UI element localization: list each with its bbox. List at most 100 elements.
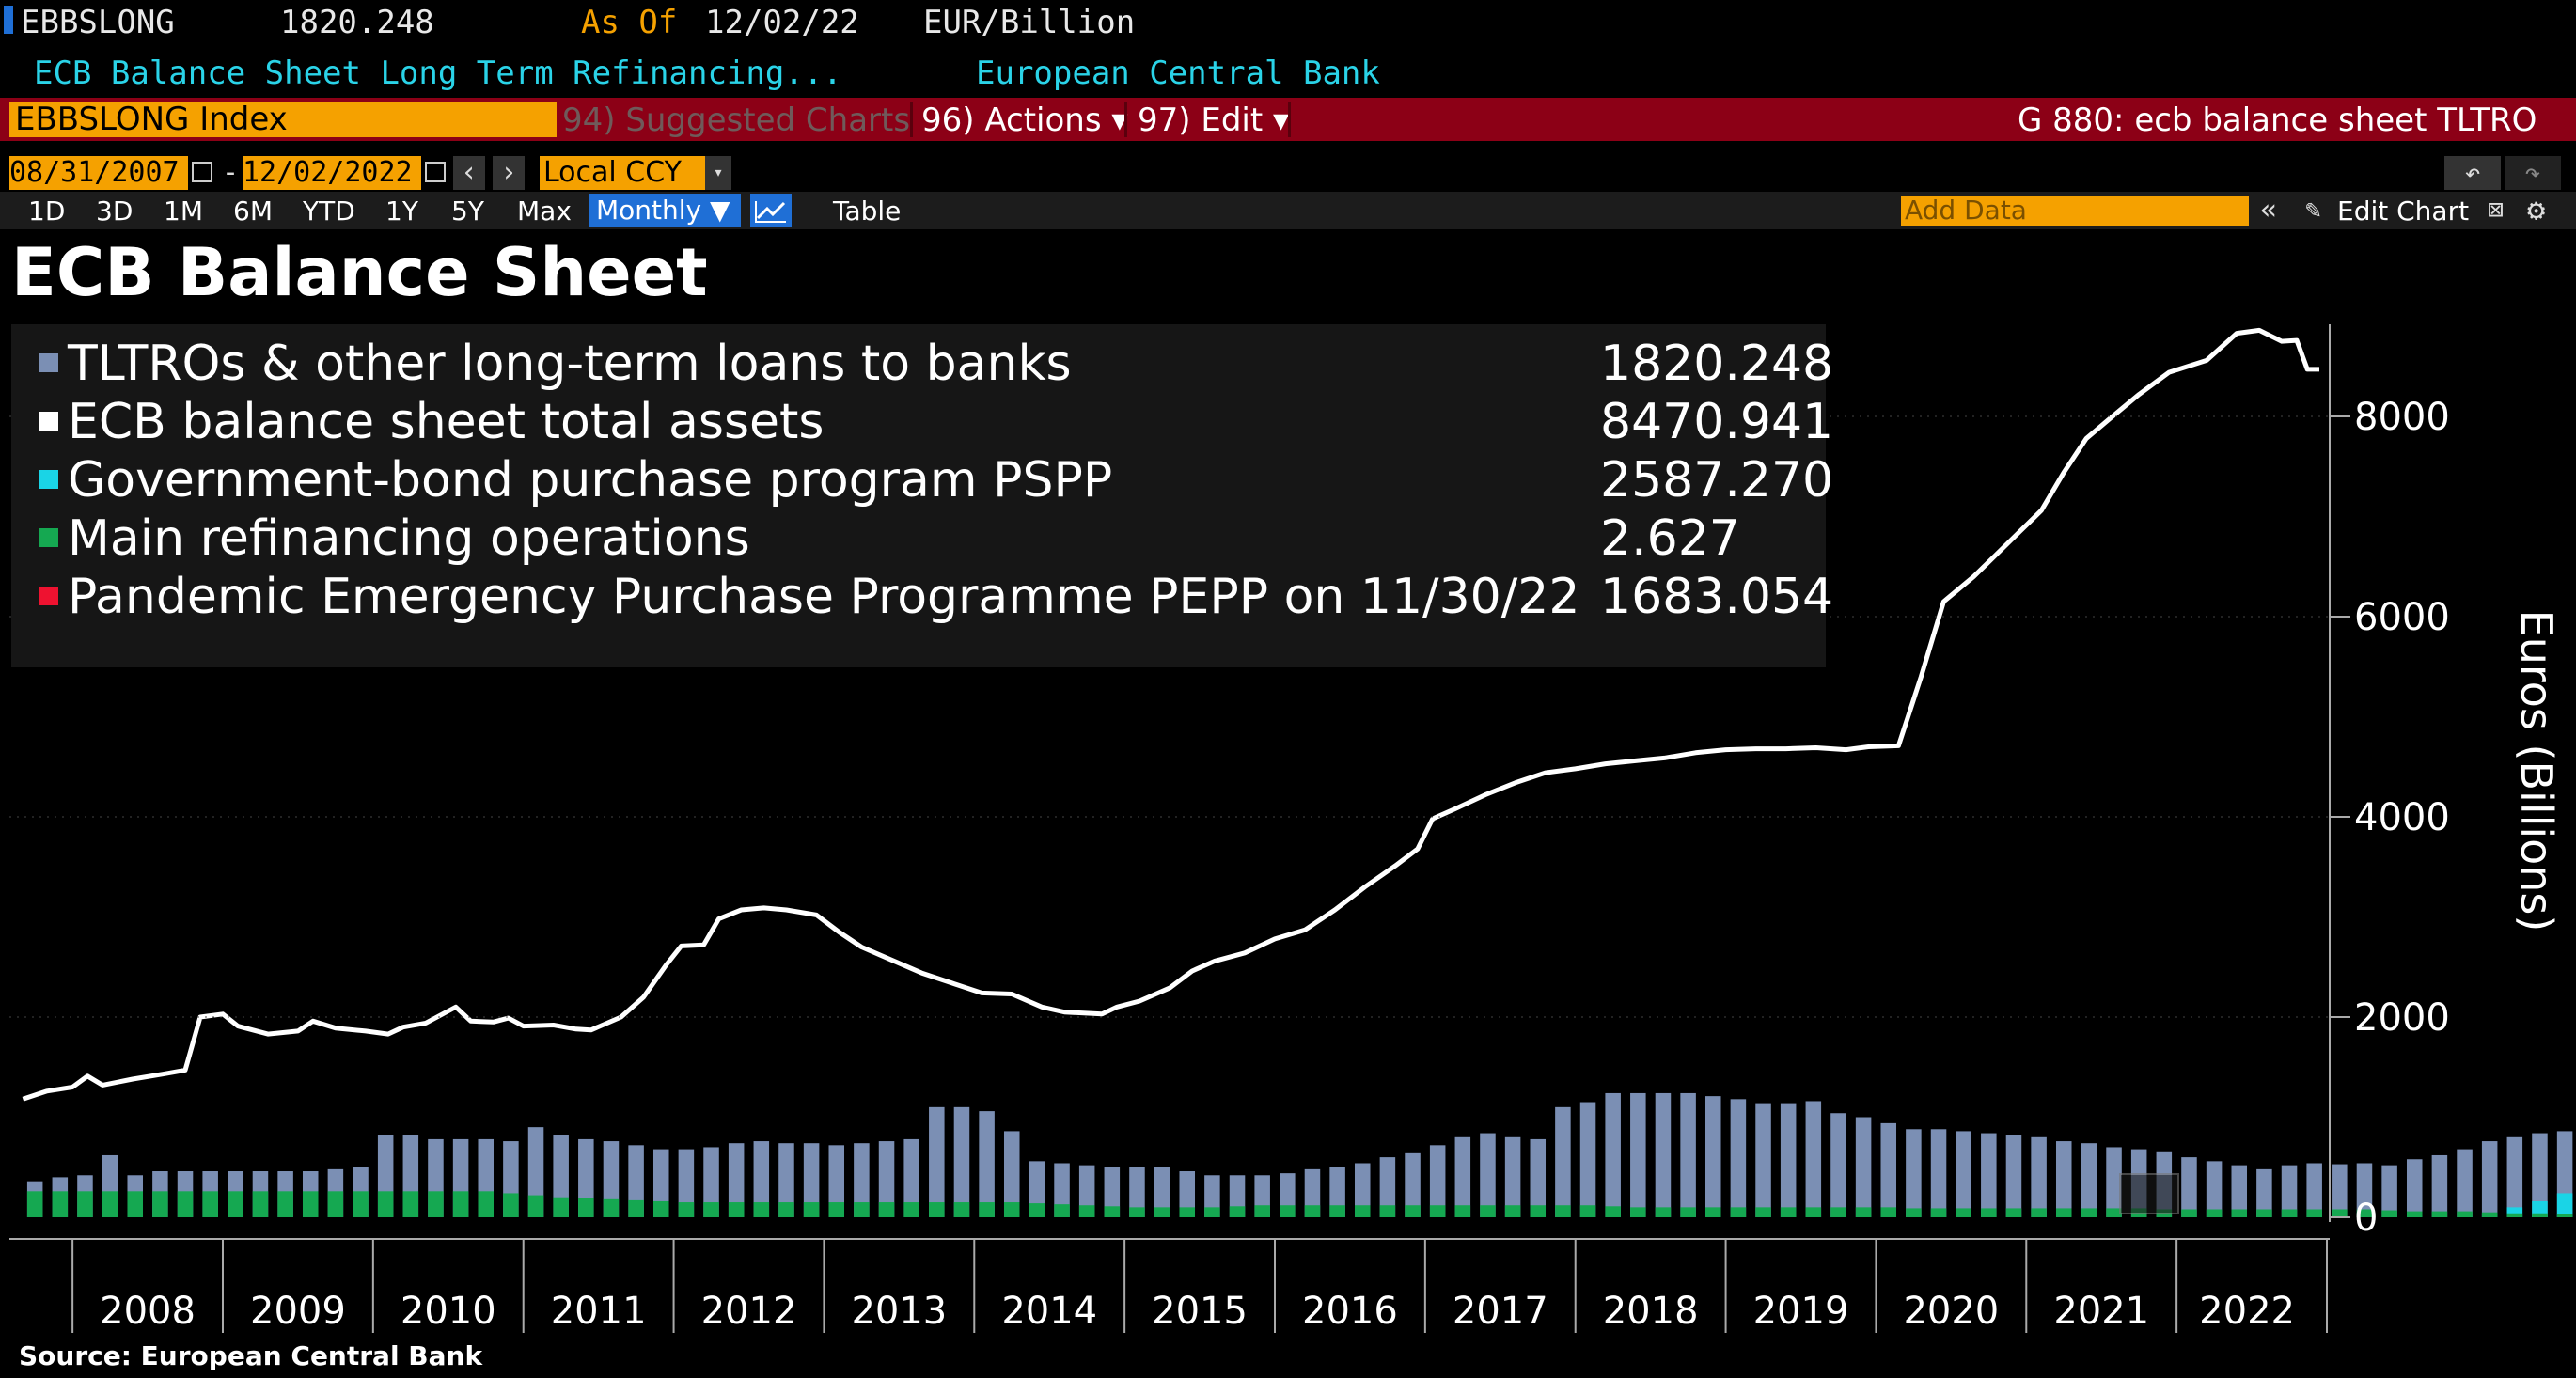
period-max[interactable]: Max	[517, 196, 572, 227]
gear-icon[interactable]: ⚙	[2527, 192, 2546, 227]
y-tick-label: 0	[2354, 1197, 2378, 1240]
ticker-marker	[4, 6, 13, 34]
mro-bar	[1906, 1208, 1922, 1217]
calendar-icon[interactable]	[192, 162, 212, 182]
pencil-icon[interactable]: ✎	[2305, 194, 2321, 225]
mro-bar	[2381, 1210, 2397, 1217]
tltro-bar	[2457, 1149, 2473, 1217]
legend-label: Pandemic Emergency Purchase Programme PE…	[68, 569, 1580, 625]
edit-menu[interactable]: 97) Edit ▾	[1138, 102, 1290, 139]
mro-bar	[228, 1191, 243, 1217]
mro-bar	[2055, 1208, 2072, 1217]
mro-bar	[26, 1191, 43, 1217]
tltro-bar	[2081, 1143, 2097, 1217]
mro-bar	[1755, 1207, 1771, 1217]
period-1d[interactable]: 1D	[28, 196, 66, 227]
mro-bar	[1579, 1205, 1596, 1217]
axes-layer: 2008 2009 2010 2011 2012 2013 2014 2015 2016 2017…	[9, 324, 2562, 1333]
suggested-charts-button[interactable]: 94) Suggested Charts	[562, 102, 911, 139]
start-date-field[interactable]: 08/31/2007	[9, 156, 188, 190]
mro-bar	[402, 1191, 419, 1217]
mro-bar	[903, 1202, 919, 1217]
legend-value: 1683.054	[1600, 569, 1834, 625]
legend-label: TLTROs & other long-term loans to banks	[68, 336, 1072, 392]
edit-chart-button[interactable]: Edit Chart	[2337, 196, 2470, 227]
mro-bar	[2206, 1209, 2223, 1217]
mro-bar	[2081, 1208, 2097, 1217]
tltro-bar	[1981, 1133, 1997, 1217]
mro-bar	[878, 1202, 895, 1217]
source-note: Source: European Central Bank	[19, 1340, 483, 1371]
y-tick-label: 4000	[2354, 796, 2450, 839]
table-button[interactable]: Table	[833, 196, 902, 227]
mro-bar	[52, 1191, 69, 1217]
x-tick-label: 2019	[1753, 1290, 1849, 1333]
mro-bar	[652, 1200, 669, 1217]
period-5y[interactable]: 5Y	[451, 196, 484, 227]
period-6m[interactable]: 6M	[233, 196, 273, 227]
mro-bar	[2431, 1211, 2448, 1217]
edit-settings-icon[interactable]: ⊠	[2488, 194, 2504, 225]
toolbar-divider-2	[1124, 102, 1127, 137]
currency-select[interactable]: Local CCY	[540, 156, 713, 190]
total-assets-line	[22, 327, 2319, 1102]
security-field[interactable]: EBBSLONG Index	[9, 102, 557, 137]
mro-bar	[929, 1202, 945, 1217]
redo-icon[interactable]: ↷	[2505, 156, 2561, 190]
line-chart-icon[interactable]	[750, 194, 792, 227]
mro-bar	[2306, 1209, 2322, 1217]
x-tick-label: 2011	[551, 1290, 647, 1333]
actions-menu[interactable]: 96) Actions ▾	[921, 102, 1128, 139]
tltro-bar	[703, 1147, 719, 1217]
legend-value: 1820.248	[1600, 336, 1834, 392]
x-tick-label: 2012	[701, 1290, 797, 1333]
period-ytd[interactable]: YTD	[303, 196, 355, 227]
mro-bar	[2332, 1209, 2348, 1217]
chart-zoom-icon[interactable]	[2119, 1173, 2179, 1214]
double-chevron-left-icon[interactable]: «	[2260, 194, 2278, 227]
tltro-bar	[1855, 1117, 1872, 1217]
mro-bar	[428, 1191, 444, 1217]
end-date-field[interactable]: 12/02/2022	[243, 156, 421, 190]
tltro-bar	[979, 1111, 995, 1217]
legend: TLTROs & other long-term loans to banks 1…	[11, 324, 1833, 667]
tltro-bar	[1078, 1165, 1095, 1217]
period-3d[interactable]: 3D	[96, 196, 134, 227]
tltro-bar	[1179, 1171, 1196, 1217]
tltro-bar	[1780, 1103, 1797, 1217]
add-data-input[interactable]: Add Data	[1901, 196, 2249, 226]
tltro-bar	[2256, 1168, 2272, 1217]
mro-bar	[1029, 1203, 1045, 1217]
mro-bar	[2031, 1208, 2047, 1217]
mro-bar	[1354, 1205, 1371, 1217]
mro-bar	[503, 1193, 519, 1217]
period-1m[interactable]: 1M	[164, 196, 203, 227]
mro-bar	[1104, 1206, 1121, 1217]
tltro-bar	[903, 1138, 919, 1217]
tltro-bar	[1003, 1131, 1020, 1217]
prev-period-button[interactable]: ‹	[453, 156, 485, 190]
tltro-bar	[1405, 1152, 1421, 1217]
x-tick-label: 2010	[401, 1290, 496, 1333]
mro-bar	[803, 1202, 820, 1217]
tltro-bar	[778, 1143, 794, 1217]
tltro-bar	[929, 1106, 945, 1217]
mro-bar	[1480, 1205, 1496, 1217]
tltro-bar	[1054, 1163, 1070, 1217]
x-tick-label: 2013	[851, 1290, 947, 1333]
mro-bar	[1956, 1208, 1971, 1217]
tltro-bar	[1480, 1133, 1496, 1217]
next-period-button[interactable]: ›	[493, 156, 525, 190]
calendar-icon[interactable]	[425, 162, 446, 182]
period-1y[interactable]: 1Y	[385, 196, 418, 227]
legend-swatch	[39, 528, 58, 547]
tltro-bar	[1880, 1122, 1897, 1217]
mro-bar	[1179, 1207, 1196, 1217]
currency-dropdown-button[interactable]: ▾	[705, 156, 731, 190]
undo-icon[interactable]: ↶	[2444, 156, 2501, 190]
mro-bar	[1003, 1202, 1020, 1217]
tltro-bar	[1504, 1136, 1521, 1217]
frequency-select[interactable]: Monthly ▼	[589, 194, 741, 227]
legend-swatch	[39, 412, 58, 431]
mro-bar	[302, 1191, 319, 1217]
